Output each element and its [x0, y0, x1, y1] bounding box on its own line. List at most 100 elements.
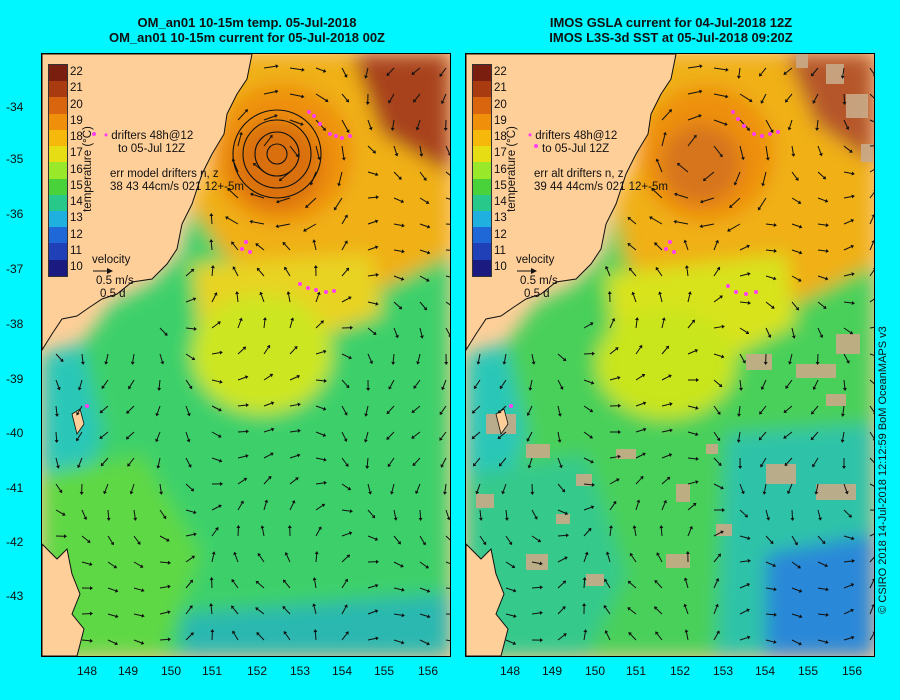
- current-vector-head: [687, 291, 692, 295]
- current-vector-head: [411, 409, 416, 414]
- current-vector-head: [255, 243, 259, 247]
- current-vector-head: [641, 373, 646, 378]
- current-vector-head: [419, 153, 424, 157]
- current-vector-head: [557, 413, 562, 417]
- current-vector-shaft: [687, 431, 696, 435]
- current-vector-head: [631, 291, 636, 296]
- current-vector-shaft: [657, 554, 663, 563]
- current-vector-head: [401, 223, 405, 228]
- current-vector-shaft: [284, 581, 291, 589]
- current-vector-head: [825, 612, 829, 617]
- current-vector-head: [391, 361, 396, 365]
- current-vector-shaft: [739, 584, 748, 589]
- current-vector-head: [126, 410, 130, 414]
- current-vector-shaft: [341, 532, 350, 537]
- current-vector-shaft: [263, 91, 276, 95]
- current-vector-head: [323, 480, 327, 485]
- current-vector-shaft: [635, 502, 639, 511]
- current-vector-head: [188, 385, 193, 390]
- current-vector-head: [372, 150, 377, 154]
- current-vector-head: [661, 317, 666, 321]
- current-vector-shaft: [583, 506, 592, 511]
- current-vector-head: [218, 458, 223, 463]
- current-vector-shaft: [869, 483, 874, 487]
- current-vector-shaft: [263, 477, 270, 485]
- current-vector-shaft: [341, 145, 345, 158]
- current-vector-shaft: [393, 145, 397, 154]
- current-vector-shaft: [531, 535, 539, 541]
- current-vector-shaft: [713, 326, 722, 329]
- current-vector-shaft: [791, 301, 798, 309]
- current-vector-shaft: [843, 246, 852, 251]
- current-vector-shaft: [713, 580, 718, 589]
- current-vector-shaft: [341, 216, 347, 225]
- current-vector-shaft: [869, 580, 874, 589]
- current-vector-shaft: [713, 606, 718, 615]
- current-vector-head: [388, 386, 392, 390]
- right-drifter-tracks: [509, 110, 780, 408]
- current-vector-head: [617, 403, 621, 408]
- left-map-panel[interactable]: 22 21 20 19 18 17 16 15 14 13 12 11 10 t…: [41, 53, 451, 657]
- current-vector-shaft: [583, 431, 591, 438]
- current-vector-shaft: [557, 457, 562, 466]
- current-vector-shaft: [366, 457, 369, 467]
- current-vector-head: [773, 640, 777, 644]
- current-vector-head: [245, 429, 249, 434]
- current-vector-shaft: [687, 115, 700, 121]
- current-vector-head: [841, 465, 846, 469]
- current-vector-head: [344, 240, 348, 245]
- current-vector-shaft: [607, 554, 611, 563]
- velocity-legend-speed-text: 0.5 m/s: [96, 275, 134, 287]
- current-vector-shaft: [419, 171, 426, 179]
- current-vector-head: [275, 224, 279, 229]
- current-vector-shaft: [791, 561, 799, 568]
- current-vector-head: [89, 586, 93, 591]
- current-vector-head: [59, 358, 64, 363]
- current-vector-head: [297, 428, 301, 433]
- velocity-legend-speed-text: 0.5 m/s: [520, 275, 558, 287]
- current-vector-shaft: [635, 347, 641, 355]
- current-vector-head: [720, 530, 724, 535]
- current-vector-shaft: [289, 430, 298, 433]
- current-vector-shaft: [367, 221, 376, 225]
- current-vector-shaft: [817, 249, 827, 252]
- current-vector-shaft: [869, 632, 874, 641]
- current-vector-shaft: [785, 405, 793, 412]
- current-vector-shaft: [765, 275, 774, 279]
- current-vector-head: [301, 94, 305, 99]
- current-vector-shaft: [77, 431, 83, 440]
- current-vector-head: [691, 319, 696, 324]
- current-vector-head: [413, 385, 417, 389]
- current-vector-shaft: [254, 164, 265, 173]
- current-vector-shaft: [684, 242, 689, 251]
- current-vector-shaft: [311, 171, 317, 184]
- current-vector-head: [850, 244, 855, 249]
- current-vector-shaft: [315, 482, 324, 485]
- current-vector-shaft: [419, 223, 428, 228]
- current-vector-shaft: [263, 502, 267, 511]
- current-vector-shaft: [557, 379, 563, 388]
- current-vector-shaft: [441, 457, 447, 466]
- current-vector-head: [848, 514, 852, 518]
- current-vector-shaft: [159, 586, 168, 589]
- right-map-panel[interactable]: 22 21 20 19 18 17 16 15 14 13 12 11 10 t…: [465, 53, 875, 657]
- current-vector-head: [110, 541, 114, 546]
- current-vector-head: [80, 361, 85, 365]
- ytick-label: -37: [6, 262, 24, 276]
- current-vector-shaft: [314, 631, 317, 641]
- current-vector-head: [400, 199, 405, 204]
- current-vector-shaft: [419, 249, 428, 253]
- current-vector-shaft: [791, 639, 800, 644]
- current-vector-shaft: [263, 136, 272, 147]
- current-vector-shaft: [305, 223, 317, 231]
- current-vector-head: [558, 464, 563, 469]
- current-vector-shaft: [210, 215, 213, 225]
- current-vector-head: [668, 109, 672, 113]
- current-vector-head: [715, 578, 720, 582]
- current-vector-shaft: [365, 405, 369, 414]
- current-vector-head: [243, 477, 248, 482]
- current-vector-head: [140, 640, 145, 645]
- current-vector-head: [627, 243, 632, 247]
- current-vector-shaft: [788, 483, 793, 492]
- current-vector-shaft: [869, 191, 874, 199]
